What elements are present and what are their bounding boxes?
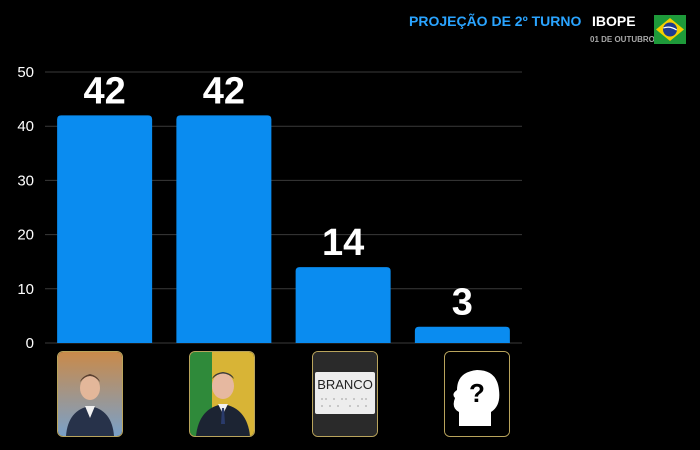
- undecided-card: ?: [444, 351, 510, 437]
- undecided-label: ?: [469, 378, 485, 408]
- y-tick-label: 50: [17, 64, 34, 81]
- bar-value-label: 14: [322, 222, 364, 264]
- source-date: 01 DE OUTUBRO: [590, 35, 655, 44]
- source-name: IBOPE: [592, 13, 636, 29]
- candidate-2-card: [189, 351, 255, 437]
- brazil-flag-icon: [654, 15, 686, 44]
- blank-vote-label: BRANCO: [317, 377, 373, 392]
- y-tick-label: 20: [17, 227, 34, 244]
- candidate-1-card: [57, 351, 123, 437]
- candidate-2-photo: [190, 352, 254, 436]
- chart-title: PROJEÇÃO DE 2º TURNO: [409, 13, 582, 29]
- blank-vote-card: BRANCO: [312, 351, 378, 437]
- y-tick-label: 10: [17, 281, 34, 298]
- bar-value-label: 42: [203, 70, 245, 112]
- bar-1: [57, 115, 153, 343]
- bar-value-label: 3: [452, 282, 473, 324]
- bar-3: [295, 267, 391, 343]
- bar-2: [176, 115, 272, 343]
- undecided-head-icon: ?: [445, 352, 509, 436]
- y-tick-label: 0: [26, 335, 34, 352]
- candidate-1-photo: [58, 352, 122, 436]
- bar-4: [414, 326, 510, 343]
- y-tick-label: 30: [17, 172, 34, 189]
- bar-value-label: 42: [83, 70, 125, 112]
- blank-vote-icon: BRANCO: [313, 352, 377, 436]
- y-tick-label: 40: [17, 118, 34, 135]
